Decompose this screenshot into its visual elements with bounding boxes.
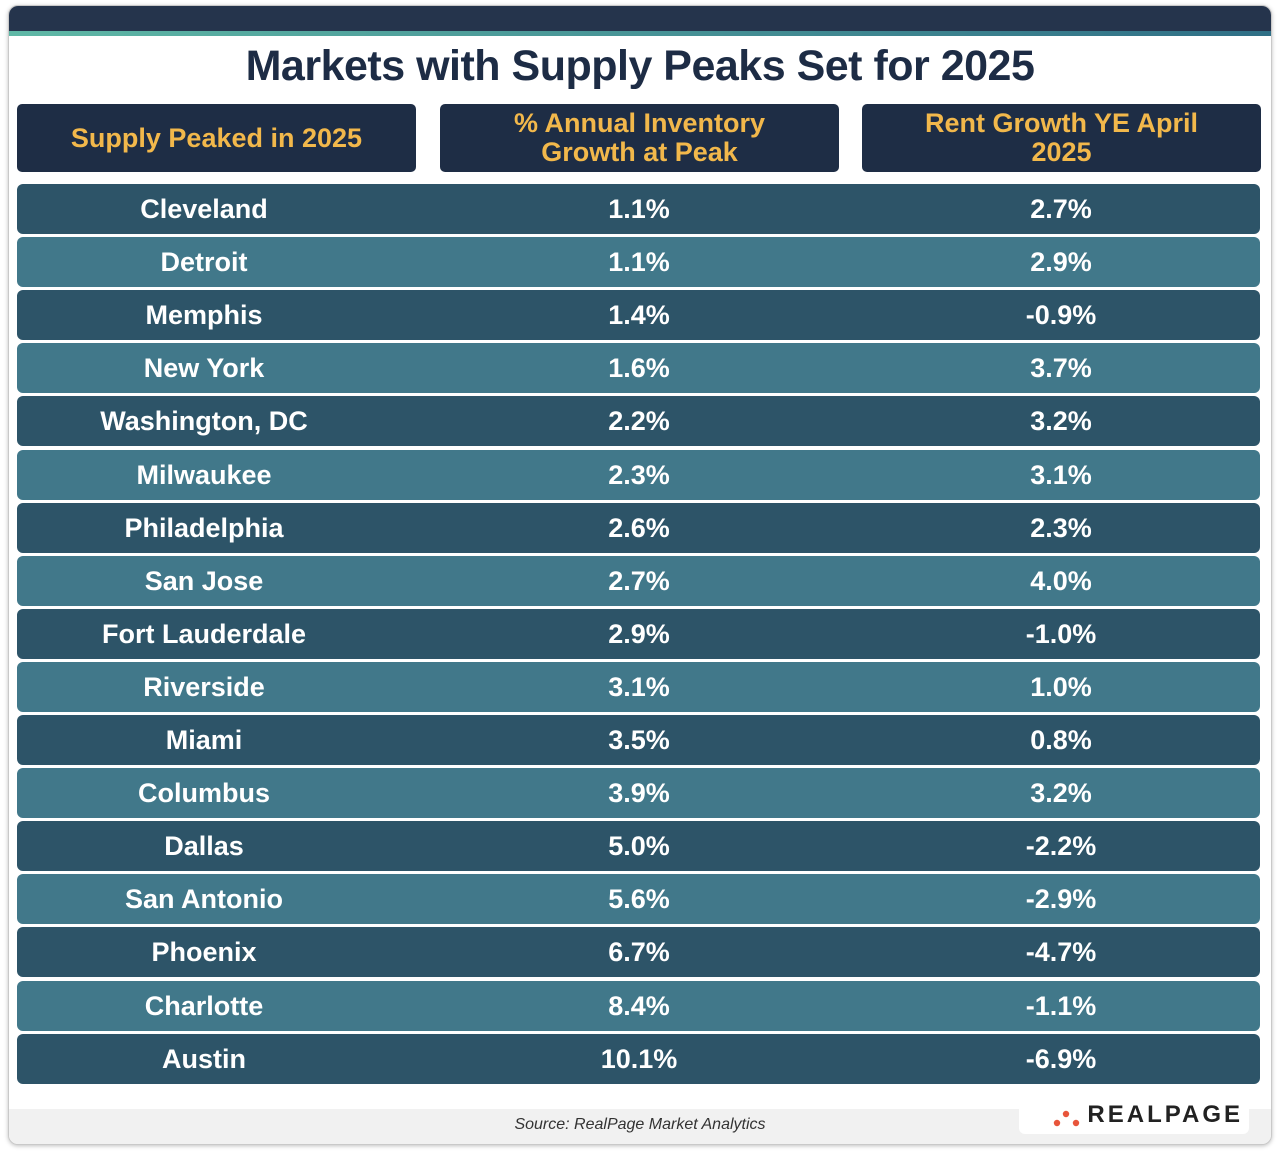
column-header: Rent Growth YE April 2025	[862, 104, 1261, 172]
table-cell: 1.6%	[608, 353, 670, 384]
table-row: San Jose 2.7% 4.0%	[17, 555, 1260, 606]
table-row: San Antonio 5.6% -2.9%	[17, 874, 1260, 925]
table-cell: -2.9%	[1025, 884, 1097, 915]
table-cell: 3.5%	[608, 725, 670, 755]
table-cell: Memphis	[145, 300, 263, 331]
table-row: Miami 3.5% 0.8%	[17, 715, 1260, 765]
table-cell: Detroit	[160, 247, 248, 278]
logo-dots	[1054, 1110, 1080, 1127]
table-cell: Cleveland	[140, 194, 268, 224]
table-cell: Milwaukee	[136, 459, 272, 490]
table-cell: 0.8%	[1030, 725, 1092, 755]
table-cell: 2.3%	[608, 459, 670, 490]
logo: REALPAGE	[1019, 1096, 1249, 1134]
table-cell: 5.0%	[608, 831, 670, 862]
source-note: Source: RealPage Market Analytics	[514, 1116, 766, 1133]
table-cell: 2.6%	[608, 512, 670, 543]
table-cell: 4.0%	[1030, 565, 1092, 596]
column-header: Supply Peaked in 2025	[17, 104, 416, 172]
table-cell: -2.2%	[1025, 831, 1097, 862]
table-cell: 1.1%	[608, 247, 670, 278]
table-cell: Austin	[162, 1043, 246, 1074]
table-cell: 2.2%	[608, 406, 670, 437]
table-row: Riverside 3.1% 1.0%	[17, 661, 1260, 712]
table-cell: 10.1%	[600, 1043, 678, 1074]
title: Markets with Supply Peaks Set for 2025	[245, 42, 1035, 90]
table-cell: 2.7%	[608, 565, 670, 596]
table-row: Phoenix 6.7% -4.7%	[17, 927, 1260, 978]
table-cell: Miami	[165, 725, 243, 755]
table-cell: 2.9%	[608, 618, 670, 649]
table-row: Dallas 5.0% -2.2%	[17, 821, 1260, 872]
table-cell: 3.9%	[608, 778, 670, 809]
table-cell: 1.0%	[1030, 671, 1092, 702]
table-row: Philadelphia 2.6% 2.3%	[17, 502, 1260, 553]
table-cell: -4.7%	[1025, 937, 1097, 968]
table-row: Cleveland 1.1% 2.7%	[17, 184, 1260, 234]
table-cell: 1.4%	[608, 300, 670, 331]
table-cell: 2.9%	[1030, 247, 1092, 278]
table-cell: San Antonio	[125, 884, 283, 915]
column-header: % Annual Inventory Growth at Peak	[440, 104, 839, 172]
table-row: Milwaukee 2.3% 3.1%	[17, 449, 1260, 500]
table-cell: 3.2%	[1030, 778, 1092, 809]
table-cell: -6.9%	[1025, 1043, 1097, 1074]
table-row: New York 1.6% 3.7%	[17, 343, 1260, 394]
table-cell: Columbus	[138, 778, 270, 809]
table-cell: 3.1%	[1030, 459, 1092, 490]
table-cell: Phoenix	[151, 937, 257, 968]
table-row: Columbus 3.9% 3.2%	[17, 768, 1260, 819]
table-row: Memphis 1.4% -0.9%	[17, 290, 1260, 341]
table-cell: 3.7%	[1030, 353, 1092, 384]
infographic-card: Markets with Supply Peaks Set for 2025 S…	[8, 5, 1272, 1145]
table-cell: 2.7%	[1030, 194, 1092, 224]
table-cell: Philadelphia	[124, 512, 284, 543]
table-cell: San Jose	[144, 565, 264, 596]
table-row: Washington, DC 2.2% 3.2%	[17, 396, 1260, 447]
table-cell: Charlotte	[144, 990, 264, 1021]
table-cell: 3.2%	[1030, 406, 1092, 437]
table-cell: -1.1%	[1025, 990, 1097, 1021]
table-cell: Washington, DC	[100, 406, 308, 437]
table-cell: 2.3%	[1030, 512, 1092, 543]
table-cell: 6.7%	[608, 937, 670, 968]
accent-line	[9, 31, 1271, 36]
table-cell: -0.9%	[1025, 300, 1097, 331]
table-cell: Fort Lauderdale	[101, 618, 307, 649]
top-band	[9, 6, 1271, 31]
logo-text: REALPAGE	[1087, 1101, 1243, 1128]
table-cell: New York	[143, 353, 265, 384]
table-row: Detroit 1.1% 2.9%	[17, 237, 1260, 288]
table-cell: 3.1%	[608, 671, 670, 702]
table-cell: 8.4%	[608, 990, 670, 1021]
table-row: Austin 10.1% -6.9%	[17, 1033, 1260, 1084]
table-row: Charlotte 8.4% -1.1%	[17, 980, 1260, 1031]
table-cell: Dallas	[164, 831, 244, 862]
table-row: Fort Lauderdale 2.9% -1.0%	[17, 608, 1260, 659]
table-cell: Riverside	[143, 671, 265, 702]
table-cell: 5.6%	[608, 884, 670, 915]
table-cell: 1.1%	[608, 194, 670, 224]
table-cell: -1.0%	[1025, 618, 1097, 649]
